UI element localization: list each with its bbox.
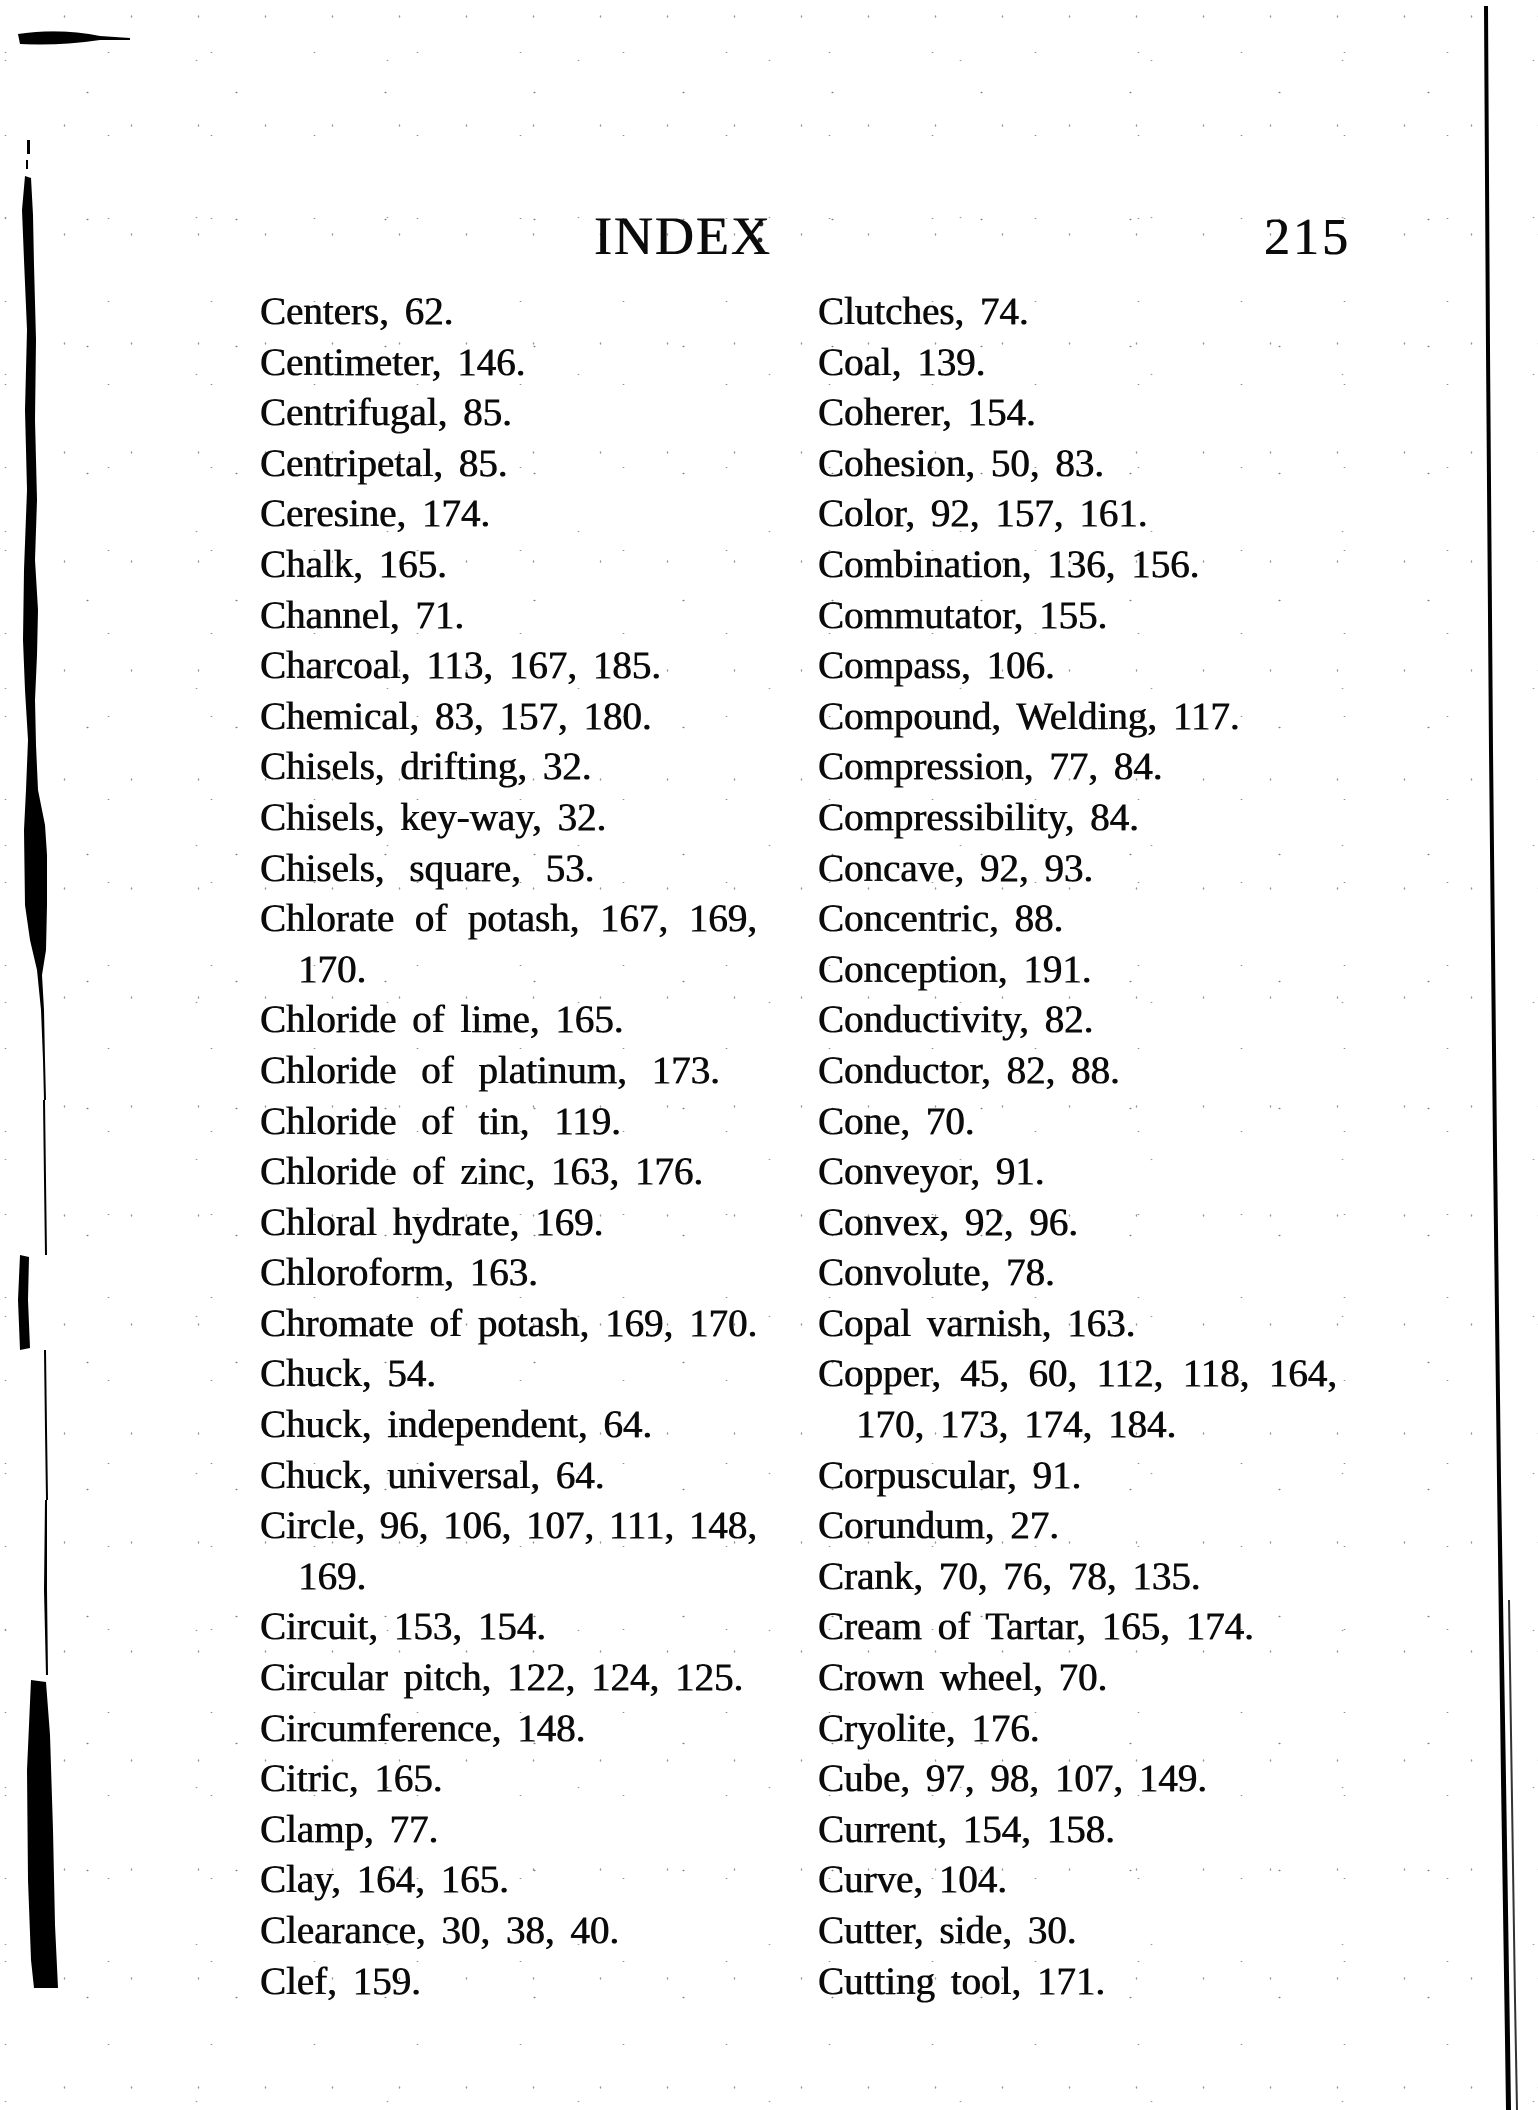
index-entry-line: Conductor, 82, 88. [818, 1048, 1120, 1092]
index-entry-line: Copper, 45, 60, 112, 118, 164, [818, 1352, 1337, 1396]
index-entry-line: Copal varnish, 163. [818, 1301, 1136, 1345]
index-entry-line: Citric, 165. [260, 1757, 443, 1801]
ink-bar-bottom-left [27, 1680, 58, 1988]
index-entry-line: Conductivity, 82. [818, 998, 1094, 1042]
index-entry-line: Current, 154, 158. [818, 1807, 1115, 1851]
index-entry-line: Charcoal, 113, 167, 185. [260, 644, 662, 688]
ink-mark-left-mid [18, 1255, 30, 1350]
index-entry-line: Combination, 136, 156. [818, 542, 1200, 586]
index-entry-line: Chuck, universal, 64. [260, 1453, 605, 1497]
index-entry-line: Compound, Welding, 117. [818, 694, 1240, 738]
ink-streak-left-edge [44, 1350, 48, 1500]
index-entry-line: Chlorate of potash, 167, 169, [260, 897, 757, 941]
index-entry-line: Compressibility, 84. [818, 795, 1139, 839]
index-entry-line: Cone, 70. [818, 1099, 975, 1143]
index-entry-line: 170. [298, 947, 367, 991]
index-entry-line: 170, 173, 174, 184. [856, 1403, 1177, 1447]
index-entry-line: Compression, 77, 84. [818, 745, 1163, 789]
index-entry-line: Crown wheel, 70. [818, 1656, 1108, 1700]
index-entry-line: Cutting tool, 171. [818, 1959, 1106, 2003]
index-entry-line: Coherer, 154. [818, 391, 1036, 435]
index-entry-line: Conception, 191. [818, 947, 1092, 991]
index-column-left: Centers, 62. Centimeter, 146. Centrifugal,… [260, 287, 757, 2007]
index-entry-line: Chuck, independent, 64. [260, 1403, 653, 1447]
index-entry-line: Circumference, 148. [260, 1706, 586, 1750]
index-entry-line: Chloride of lime, 165. [260, 998, 624, 1042]
index-entry-line: Chisels, key-way, 32. [260, 795, 607, 839]
index-entry-line: Cream of Tartar, 165, 174. [818, 1605, 1254, 1649]
index-entry-line: Chloride of tin, 119. [260, 1099, 621, 1143]
index-entry-line: Circular pitch, 122, 124, 125. [260, 1656, 744, 1700]
book-gutter-line-right [1484, 6, 1511, 2110]
index-entry-line: Color, 92, 157, 161. [818, 492, 1148, 536]
index-entry-line: Clearance, 30, 38, 40. [260, 1909, 620, 1952]
ink-streak-left-edge [27, 140, 30, 154]
index-entry-line: Centrifugal, 85. [260, 391, 512, 435]
index-entry-line: Commutator, 155. [818, 593, 1108, 637]
index-entry-line: Corundum, 27. [818, 1504, 1060, 1548]
index-entry-line: Cutter, side, 30. [818, 1909, 1077, 1952]
ink-smudge-top-left [18, 31, 130, 45]
index-entry-line: Centimeter, 146. [260, 340, 526, 384]
index-entry-line: Curve, 104. [818, 1858, 1008, 1902]
index-entry-line: Chloroform, 163. [260, 1251, 538, 1295]
index-entry-line: Clutches, 74. [818, 290, 1029, 333]
ink-streak-left-edge [26, 160, 28, 169]
index-entry-line: Compass, 106. [818, 644, 1055, 688]
book-gutter-line-right [1508, 1600, 1518, 2110]
index-entry-line: Clamp, 77. [260, 1807, 439, 1851]
page-number: 215 [1264, 209, 1351, 266]
index-entry-line: Chloride of zinc, 163, 176. [260, 1150, 704, 1194]
ink-streak-left-edge [22, 176, 47, 1100]
index-entry-line: Chromate of potash, 169, 170. [260, 1301, 758, 1345]
index-entry-line: Chalk, 165. [260, 542, 447, 586]
index-entry-line: Coal, 139. [818, 340, 986, 384]
index-entry-line: Chisels, square, 53. [260, 846, 595, 890]
index-entry-line: Chloride of platinum, 173. [260, 1048, 720, 1092]
index-entry-line: Chuck, 54. [260, 1352, 437, 1396]
index-column-right: Clutches, 74. Coal, 139. Coherer, 154. Cohe… [818, 287, 1337, 2007]
index-entry-line: Centripetal, 85. [260, 441, 508, 485]
index-entry-line: Cryolite, 176. [818, 1706, 1040, 1750]
index-entry-line: Convex, 92, 96. [818, 1200, 1079, 1244]
index-entry-line: Ceresine, 174. [260, 492, 491, 536]
page-title: INDEX [594, 206, 772, 266]
index-entry-line: Concave, 92, 93. [818, 846, 1094, 890]
index-entry-line: Circuit, 153, 154. [260, 1605, 547, 1649]
index-entry-line: Corpuscular, 91. [818, 1453, 1082, 1497]
index-entry-line: Clef, 159. [260, 1959, 421, 2003]
ink-streak-left-edge [43, 1100, 47, 1255]
index-entry-line: Cube, 97, 98, 107, 149. [818, 1757, 1208, 1801]
index-entry-line: Clay, 164, 165. [260, 1858, 509, 1902]
index-entry-line: Centers, 62. [260, 290, 454, 333]
index-entry-line: Conveyor, 91. [818, 1150, 1045, 1194]
ink-streak-left-edge [44, 1500, 48, 1675]
index-entry-line: Chemical, 83, 157, 180. [260, 694, 652, 738]
index-entry-line: 169. [298, 1554, 367, 1598]
index-entry-line: Crank, 70, 76, 78, 135. [818, 1554, 1201, 1598]
index-entry-line: Convolute, 78. [818, 1251, 1055, 1295]
index-entry-line: Circle, 96, 106, 107, 111, 148, [260, 1504, 757, 1548]
index-entry-line: Cohesion, 50, 83. [818, 441, 1105, 485]
index-entry-line: Channel, 71. [260, 593, 465, 637]
index-entry-line: Chloral hydrate, 169. [260, 1200, 604, 1244]
index-entry-line: Chisels, drifting, 32. [260, 745, 592, 789]
index-entry-line: Concentric, 88. [818, 897, 1064, 941]
